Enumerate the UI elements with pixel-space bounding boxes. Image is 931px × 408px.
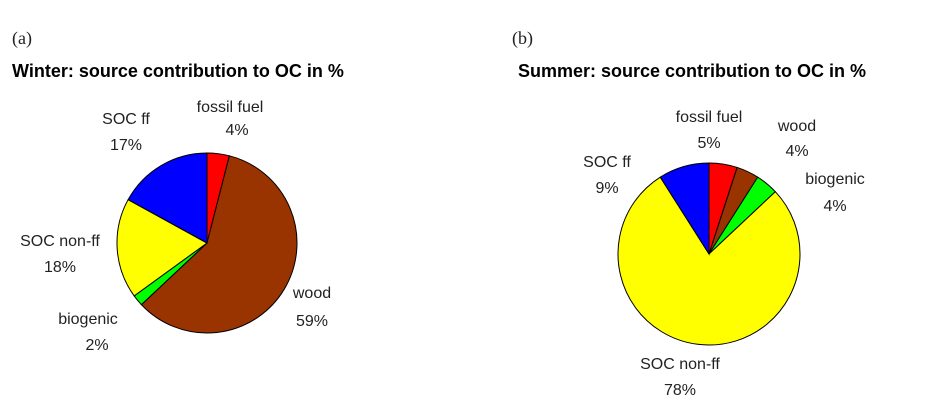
- slice-value-label: 5%: [697, 135, 720, 152]
- pie-slice: [116, 198, 208, 297]
- panel-label: (b): [512, 28, 533, 49]
- pie-slice: [659, 162, 710, 256]
- slice-value-label: 2%: [85, 337, 108, 354]
- slice-label: fossil fuel: [676, 109, 743, 126]
- slice-label: SOC ff: [102, 111, 150, 128]
- pie-slice: [127, 152, 208, 244]
- pie-slice: [140, 155, 298, 334]
- slice-value-label: 4%: [225, 122, 248, 139]
- slice-value-label: 4%: [823, 198, 846, 215]
- slice-label: wood: [777, 118, 816, 135]
- slice-label: SOC ff: [583, 154, 631, 171]
- slice-label: biogenic: [58, 311, 118, 328]
- slice-label: fossil fuel: [197, 99, 264, 116]
- slice-value-label: 9%: [595, 180, 618, 197]
- chart-title: Summer: source contribution to OC in %: [518, 61, 866, 81]
- pie-slice: [617, 176, 801, 346]
- slice-value-label: 18%: [44, 259, 76, 276]
- slice-label: SOC non-ff: [20, 233, 100, 250]
- slice-label: SOC non-ff: [640, 356, 720, 373]
- panel-label: (a): [12, 28, 32, 49]
- slice-value-label: 17%: [110, 137, 142, 154]
- slice-value-label: 78%: [664, 382, 696, 399]
- slice-label: wood: [292, 285, 331, 302]
- slice-value-label: 59%: [296, 313, 328, 330]
- slice-label: biogenic: [805, 171, 865, 188]
- slice-value-label: 4%: [785, 143, 808, 160]
- chart-title: Winter: source contribution to OC in %: [12, 61, 344, 81]
